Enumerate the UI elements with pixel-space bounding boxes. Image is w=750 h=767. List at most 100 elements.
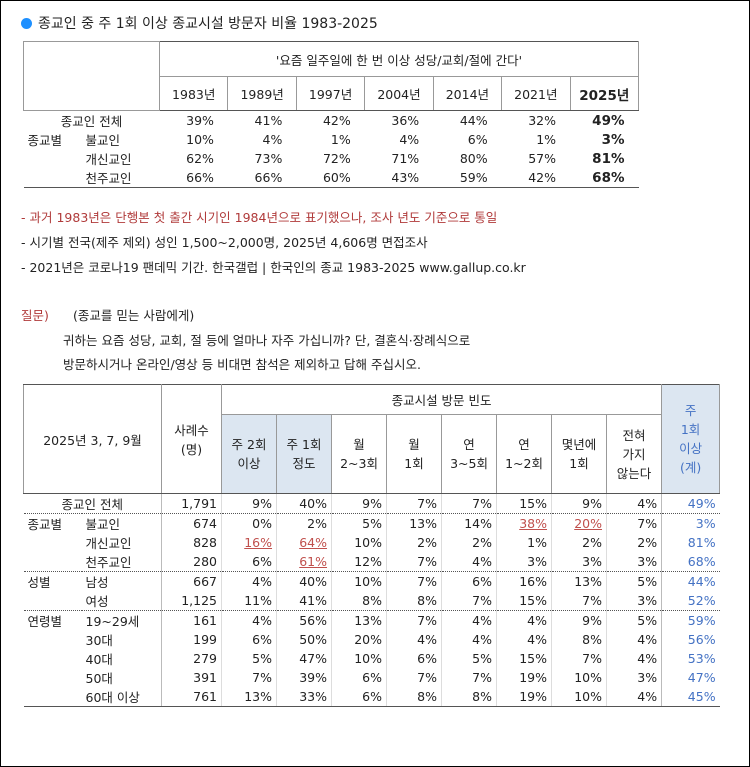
- column-header: 주 2회 이상: [221, 414, 278, 494]
- value: 6%: [362, 670, 383, 685]
- value-cell: 2%: [551, 533, 607, 552]
- value: 8%: [582, 632, 603, 647]
- value: 33%: [299, 689, 328, 704]
- value: 7%: [252, 670, 273, 685]
- value-cell: 3%: [551, 552, 607, 572]
- value-cell: 41%: [276, 591, 332, 611]
- value: 7%: [417, 496, 438, 511]
- header-line: 몇년에: [561, 437, 597, 452]
- sample-size: 279: [161, 649, 222, 668]
- value: 41%: [299, 593, 328, 608]
- value: 5%: [362, 516, 383, 531]
- value: 42%: [322, 113, 351, 128]
- value: 12%: [354, 554, 383, 569]
- value-cell: 16%: [221, 533, 277, 552]
- value: 15%: [519, 593, 548, 608]
- value: 9%: [362, 496, 383, 511]
- value-cell: 10%: [551, 687, 607, 707]
- year: 1997년: [295, 76, 366, 111]
- value-cell: 4%: [606, 649, 662, 668]
- value-cell: 47%: [276, 649, 332, 668]
- value: 3%: [601, 131, 625, 148]
- value-cell: 13%: [386, 513, 442, 533]
- value: 10%: [574, 670, 603, 685]
- note: - 2021년은 코로나19 팬데믹 기간. 한국갤럽 | 한국인의 종교 19…: [21, 260, 526, 275]
- data-row: 30대 199 6% 50% 20% 4% 4% 4% 8% 4% 56%: [24, 630, 720, 649]
- total: 59%: [661, 610, 720, 630]
- value: 20%: [574, 516, 603, 531]
- value: 4%: [637, 496, 658, 511]
- value: 4%: [262, 132, 283, 147]
- value: 47%: [299, 651, 328, 666]
- value-cell: 2%: [441, 533, 497, 552]
- value: 15%: [519, 496, 548, 511]
- row-label: 천주교인: [85, 555, 132, 570]
- data-row: 50대 391 7% 39% 6% 7% 7% 19% 10% 3% 47%: [24, 668, 720, 687]
- row-label: 19~29세: [81, 610, 162, 630]
- header-line: 주 2회: [231, 437, 267, 452]
- value: 4%: [417, 632, 438, 647]
- value-cell: 5%: [606, 571, 662, 591]
- value-cell: 38%: [496, 513, 552, 533]
- value-cell: 6%: [331, 687, 387, 707]
- sample-size: 667: [161, 571, 222, 591]
- value: 3%: [527, 554, 548, 569]
- header-line: (명): [180, 442, 203, 457]
- value: 6%: [362, 689, 383, 704]
- data-row: 60대 이상 761 13% 33% 6% 8% 8% 19% 10% 4% 45%: [23, 687, 720, 707]
- sample-size: 828: [161, 533, 222, 552]
- value-cell: 7%: [386, 668, 442, 687]
- data-row: 종교별 불교인 10% 4% 1% 4% 6% 1% 3%: [24, 130, 639, 149]
- value: 7%: [472, 593, 493, 608]
- note: - 시기별 전국(제주 제외) 성인 1,500~2,000명, 2025년 4…: [21, 235, 428, 250]
- value: 10%: [354, 574, 383, 589]
- row-label: 30대: [85, 633, 113, 648]
- row-label: 종교인 전체: [60, 114, 123, 129]
- value-cell: 15%: [496, 493, 552, 514]
- value-cell: 7%: [441, 668, 497, 687]
- value-cell: 3%: [606, 552, 662, 572]
- table-1: '요즘 일주일에 한 번 이상 성당/교회/절에 간다' 1983년 1989년 19…: [23, 41, 640, 188]
- value-cell: 7%: [386, 552, 442, 572]
- sample-size: 161: [161, 610, 222, 630]
- value: 3%: [637, 554, 658, 569]
- sample-size: 1,791: [161, 493, 222, 514]
- value: 7%: [417, 613, 438, 628]
- value: 3%: [637, 670, 658, 685]
- value: 40%: [299, 574, 328, 589]
- header-line: 2~3회: [340, 456, 378, 471]
- value-cell: 7%: [221, 668, 277, 687]
- value-cell: 5%: [221, 649, 277, 668]
- value: 5%: [637, 574, 658, 589]
- value: 2%: [472, 535, 493, 550]
- value: 3%: [637, 593, 658, 608]
- value: 44%: [459, 113, 488, 128]
- value: 64%: [299, 535, 328, 550]
- total: 44%: [661, 571, 720, 591]
- value-cell: 2%: [276, 513, 332, 533]
- value: 8%: [472, 689, 493, 704]
- group-label: 성별: [23, 571, 82, 591]
- value: 11%: [244, 593, 273, 608]
- total: 52%: [661, 591, 720, 611]
- value-cell: 15%: [496, 591, 552, 611]
- header-line: 이상: [679, 441, 703, 456]
- value: 7%: [417, 554, 438, 569]
- value: 15%: [519, 651, 548, 666]
- row-label: 종교인 전체: [61, 497, 123, 512]
- value-cell: 5%: [331, 513, 387, 533]
- value-cell: 11%: [221, 591, 277, 611]
- blank: [24, 533, 82, 552]
- value: 8%: [417, 593, 438, 608]
- corner: 2025년 3, 7, 9월: [22, 384, 163, 494]
- value: 10%: [354, 651, 383, 666]
- value-cell: 12%: [331, 552, 387, 572]
- value-cell: 56%: [276, 610, 332, 630]
- blank: [23, 687, 82, 707]
- value-cell: 19%: [496, 687, 552, 707]
- value: 19%: [519, 670, 548, 685]
- value-cell: 3%: [606, 591, 662, 611]
- value: 4%: [637, 689, 658, 704]
- value-cell: 61%: [276, 552, 332, 572]
- header-line: 사례수: [174, 423, 209, 438]
